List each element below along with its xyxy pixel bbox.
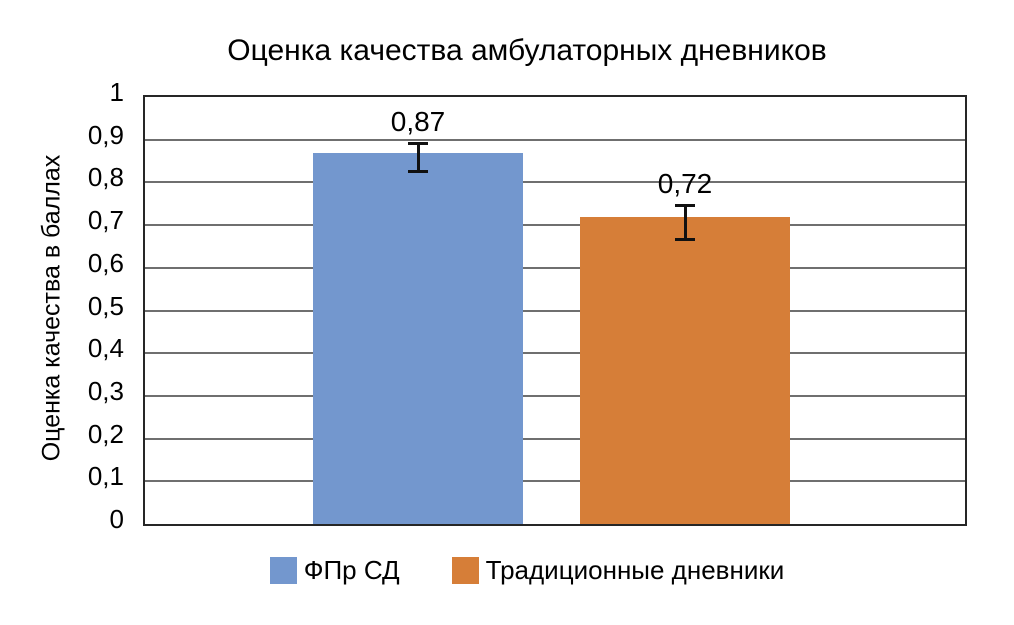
y-tick-label: 0,3 <box>87 375 124 406</box>
y-tick-label: 0,7 <box>87 205 124 236</box>
legend-label: Традиционные дневники <box>485 555 785 585</box>
y-tick-label: 0,2 <box>87 418 124 449</box>
y-tick-label: 1 <box>109 77 124 107</box>
y-tick-label: 0 <box>109 504 124 534</box>
error-bar-cap-top <box>675 204 695 208</box>
legend-swatch <box>269 556 297 584</box>
legend-swatch <box>451 556 479 584</box>
value-label: 0,87 <box>390 105 446 137</box>
gridline <box>145 394 965 397</box>
error-bar-cap-bottom <box>675 238 695 242</box>
error-bar-stem <box>683 205 687 241</box>
error-bar-stem <box>416 142 420 173</box>
y-tick-label: 0,4 <box>87 333 124 364</box>
y-tick-label: 0,8 <box>87 162 124 193</box>
plot-area: 0,87 0,72 <box>143 95 967 526</box>
value-label: 0,72 <box>657 168 713 200</box>
bar-fpr-sd <box>313 152 523 524</box>
gridline <box>145 138 965 141</box>
gridline <box>145 224 965 227</box>
error-bar-cap-bottom <box>408 170 428 174</box>
y-tick-label: 0,6 <box>87 247 124 278</box>
legend-item-traditional: Традиционные дневники <box>451 555 785 585</box>
bar-traditional <box>580 216 790 524</box>
y-tick-label: 0,1 <box>87 461 124 492</box>
gridline <box>145 266 965 269</box>
error-bar-cap-top <box>408 141 428 145</box>
legend-item-fpr-sd: ФПр СД <box>269 555 400 585</box>
gridline <box>145 181 965 184</box>
legend-label: ФПр СД <box>303 555 400 585</box>
gridline <box>145 352 965 355</box>
gridline <box>145 309 965 312</box>
chart-title: Оценка качества амбулаторных дневников <box>227 34 827 67</box>
y-tick-label: 0,9 <box>87 119 124 150</box>
y-tick-label: 0,5 <box>87 290 124 321</box>
gridline <box>145 437 965 440</box>
legend: ФПр СД Традиционные дневники <box>115 548 939 592</box>
gridline <box>145 480 965 483</box>
